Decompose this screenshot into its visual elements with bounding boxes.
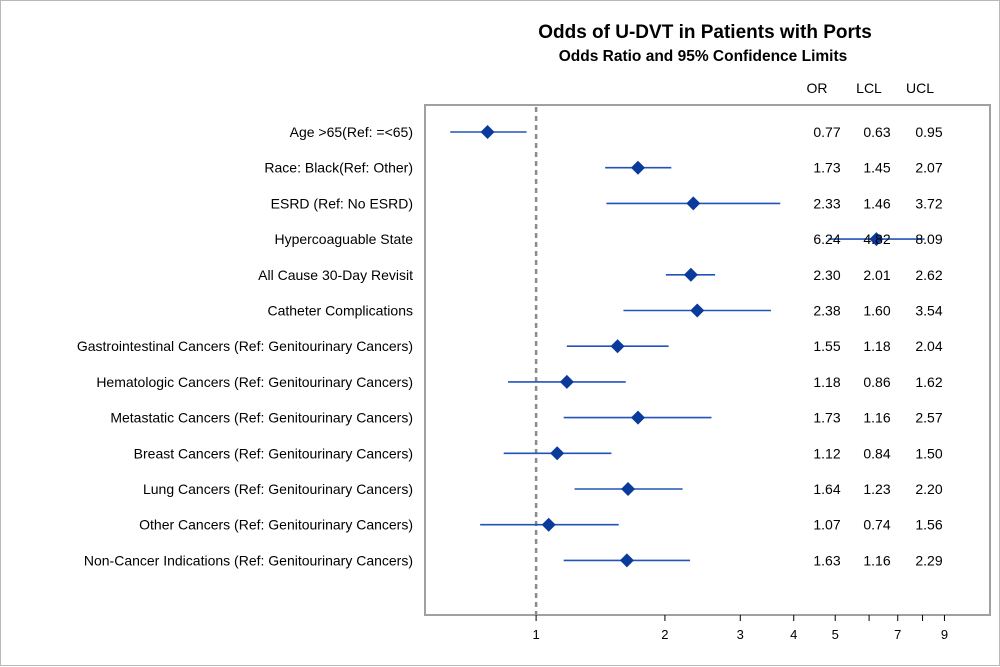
ucl-value: 2.57 [915, 410, 942, 426]
lcl-value: 1.23 [863, 481, 890, 497]
odds-ratio-marker [621, 482, 636, 496]
lcl-value: 1.16 [863, 410, 890, 426]
row-label: Breast Cancers (Ref: Genitourinary Cance… [134, 445, 413, 461]
row-label: All Cause 30-Day Revisit [258, 267, 413, 283]
or-value: 2.33 [813, 195, 840, 211]
x-tick-label: 3 [737, 627, 744, 642]
or-value: 6.24 [813, 231, 840, 247]
ucl-value: 3.54 [915, 303, 942, 319]
lcl-value: 1.60 [863, 303, 890, 319]
ucl-value: 2.62 [915, 267, 942, 283]
or-value: 1.64 [813, 481, 840, 497]
or-value: 1.07 [813, 517, 840, 533]
or-value: 1.63 [813, 552, 840, 568]
ucl-value: 1.56 [915, 517, 942, 533]
odds-ratio-marker [869, 232, 884, 247]
column-header-or: OR [807, 80, 828, 96]
odds-ratio-marker [630, 160, 645, 175]
lcl-value: 0.84 [863, 445, 890, 461]
lcl-value: 2.01 [863, 267, 890, 283]
lcl-value: 0.63 [863, 124, 890, 140]
forest-row: Hypercoaguable State 6.24 4.82 8.09 [274, 231, 942, 247]
lcl-value: 1.46 [863, 195, 890, 211]
chart-subtitle: Odds Ratio and 95% Confidence Limits [559, 48, 848, 65]
x-tick-label: 4 [790, 627, 797, 642]
forest-row: Age >65(Ref: =<65) 0.77 0.63 0.95 [290, 124, 943, 140]
odds-ratio-marker [630, 410, 645, 425]
lcl-value: 0.74 [863, 517, 890, 533]
forest-row: Non-Cancer Indications (Ref: Genitourina… [84, 552, 943, 568]
forest-row: Gastrointestinal Cancers (Ref: Genitouri… [77, 338, 943, 354]
ucl-value: 3.72 [915, 195, 942, 211]
or-value: 2.38 [813, 303, 840, 319]
row-label: Metastatic Cancers (Ref: Genitourinary C… [110, 410, 413, 426]
odds-ratio-marker [619, 553, 634, 568]
lcl-value: 1.18 [863, 338, 890, 354]
row-label: Race: Black(Ref: Other) [264, 160, 413, 176]
forest-row: Hematologic Cancers (Ref: Genitourinary … [96, 374, 943, 390]
row-label: ESRD (Ref: No ESRD) [271, 195, 413, 211]
forest-row: Race: Black(Ref: Other) 1.73 1.45 2.07 [264, 160, 942, 176]
x-tick-label: 2 [661, 627, 668, 642]
lcl-value: 4.82 [863, 231, 890, 247]
odds-ratio-marker [541, 517, 556, 532]
or-value: 0.77 [813, 124, 840, 140]
forest-row: ESRD (Ref: No ESRD) 2.33 1.46 3.72 [271, 195, 943, 211]
column-header-ucl: UCL [906, 80, 934, 96]
row-label: Hematologic Cancers (Ref: Genitourinary … [96, 374, 413, 390]
row-label: Lung Cancers (Ref: Genitourinary Cancers… [143, 481, 413, 497]
x-tick-label: 1 [532, 627, 539, 642]
forest-row: Metastatic Cancers (Ref: Genitourinary C… [110, 410, 943, 426]
row-label: Hypercoaguable State [274, 231, 413, 247]
ucl-value: 2.29 [915, 552, 942, 568]
forest-row: Breast Cancers (Ref: Genitourinary Cance… [134, 445, 943, 461]
ucl-value: 0.95 [915, 124, 942, 140]
ucl-value: 2.20 [915, 481, 942, 497]
row-label: Gastrointestinal Cancers (Ref: Genitouri… [77, 338, 413, 354]
ucl-value: 1.50 [915, 445, 942, 461]
or-value: 1.73 [813, 410, 840, 426]
or-value: 1.55 [813, 338, 840, 354]
odds-ratio-marker [610, 339, 625, 354]
or-value: 1.73 [813, 160, 840, 176]
lcl-value: 0.86 [863, 374, 890, 390]
forest-row: Catheter Complications 2.38 1.60 3.54 [267, 303, 942, 319]
forest-row: All Cause 30-Day Revisit 2.30 2.01 2.62 [258, 267, 943, 283]
odds-ratio-marker [683, 267, 698, 282]
odds-ratio-marker [690, 303, 705, 318]
odds-ratio-marker [686, 196, 701, 211]
forest-row: Lung Cancers (Ref: Genitourinary Cancers… [143, 481, 943, 497]
or-value: 1.18 [813, 374, 840, 390]
row-label: Catheter Complications [267, 303, 413, 319]
x-tick-label: 9 [941, 627, 948, 642]
ucl-value: 1.62 [915, 374, 942, 390]
row-label: Non-Cancer Indications (Ref: Genitourina… [84, 552, 413, 568]
row-label: Other Cancers (Ref: Genitourinary Cancer… [139, 517, 413, 533]
chart-title: Odds of U-DVT in Patients with Ports [538, 22, 872, 43]
plot-area-border [424, 104, 991, 616]
ucl-value: 2.07 [915, 160, 942, 176]
ucl-value: 8.09 [915, 231, 942, 247]
x-tick-label: 7 [894, 627, 901, 642]
forest-row: Other Cancers (Ref: Genitourinary Cancer… [139, 517, 943, 533]
or-value: 1.12 [813, 445, 840, 461]
ucl-value: 2.04 [915, 338, 942, 354]
lcl-value: 1.45 [863, 160, 890, 176]
lcl-value: 1.16 [863, 552, 890, 568]
odds-ratio-marker [550, 446, 565, 461]
row-label: Age >65(Ref: =<65) [290, 124, 413, 140]
column-header-lcl: LCL [856, 80, 882, 96]
or-value: 2.30 [813, 267, 840, 283]
x-tick-label: 5 [832, 627, 839, 642]
odds-ratio-marker [480, 125, 495, 139]
odds-ratio-marker [559, 374, 574, 389]
